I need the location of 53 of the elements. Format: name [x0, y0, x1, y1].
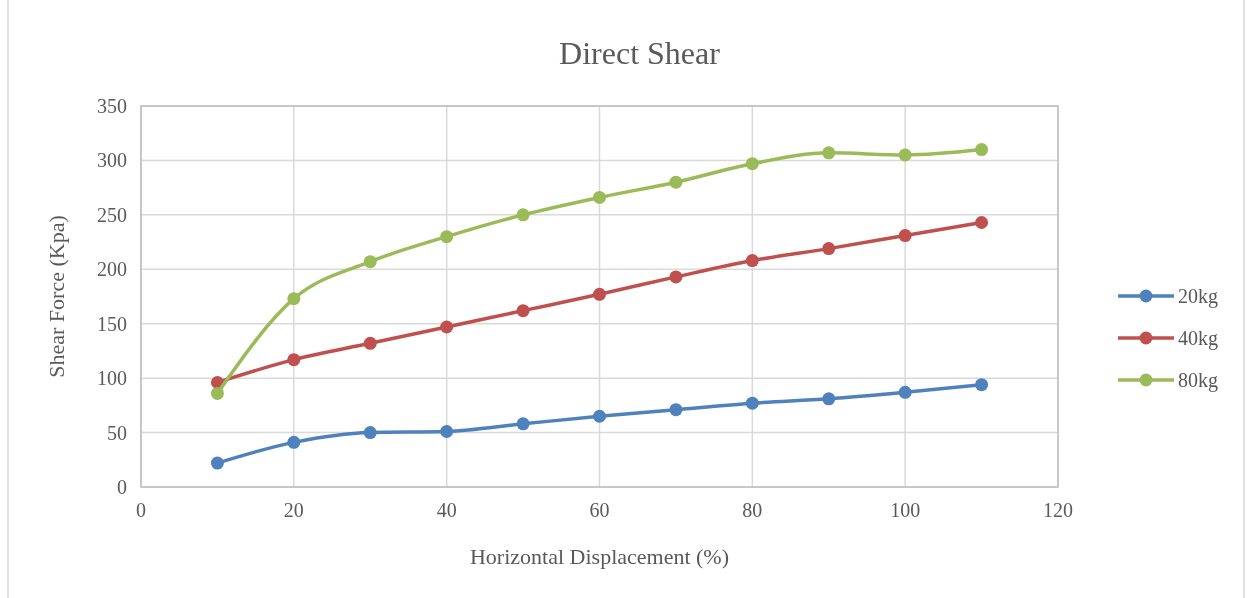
y-tick-label: 100: [97, 367, 127, 390]
point: [210, 456, 224, 470]
point: [975, 143, 989, 157]
point: [516, 208, 530, 222]
y-tick-label: 50: [107, 421, 127, 444]
y-tick-label: 250: [97, 203, 127, 226]
y-tick-label: 300: [97, 149, 127, 172]
point: [669, 175, 683, 189]
x-tick-label: 20: [283, 499, 304, 521]
y-tick-label: 0: [117, 476, 127, 498]
point: [440, 230, 454, 244]
y-axis-title: Shear Force (Kpa): [44, 215, 69, 378]
point: [363, 336, 377, 350]
point: [669, 270, 683, 284]
point: [745, 157, 759, 171]
point: [363, 426, 377, 440]
point: [745, 254, 759, 268]
y-tick-label: 200: [97, 258, 127, 281]
legend-label: 40kg: [1178, 327, 1218, 350]
point: [593, 409, 606, 423]
chart-title: Direct Shear: [559, 35, 721, 71]
point: [975, 378, 989, 392]
y-tick-label: 350: [97, 95, 127, 117]
point: [287, 435, 301, 449]
point: [975, 215, 989, 229]
point: [898, 148, 912, 162]
legend-label: 80kg: [1178, 369, 1218, 392]
point: [745, 396, 759, 410]
point: [822, 146, 836, 160]
x-tick-label: 100: [890, 499, 921, 521]
x-tick-label: 60: [589, 499, 610, 521]
x-tick-label: 120: [1043, 499, 1073, 521]
point: [898, 385, 912, 399]
point: [516, 417, 530, 431]
point: [516, 304, 530, 318]
point: [210, 386, 224, 400]
point: [363, 255, 377, 269]
point: [440, 320, 454, 334]
x-tick-label: 80: [742, 499, 763, 521]
point: [593, 190, 606, 204]
point: [287, 353, 301, 367]
point: [898, 229, 912, 243]
x-tick-label: 0: [136, 499, 146, 521]
point: [669, 403, 683, 417]
point: [287, 292, 301, 306]
point: [440, 424, 454, 438]
y-tick-label: 150: [97, 312, 127, 335]
legend-label: 20kg: [1178, 285, 1218, 308]
point: [822, 392, 836, 406]
x-axis-title: Horizontal Displacement (%): [469, 544, 730, 569]
x-tick-label: 40: [436, 499, 457, 521]
point: [593, 287, 606, 301]
point: [822, 242, 836, 256]
